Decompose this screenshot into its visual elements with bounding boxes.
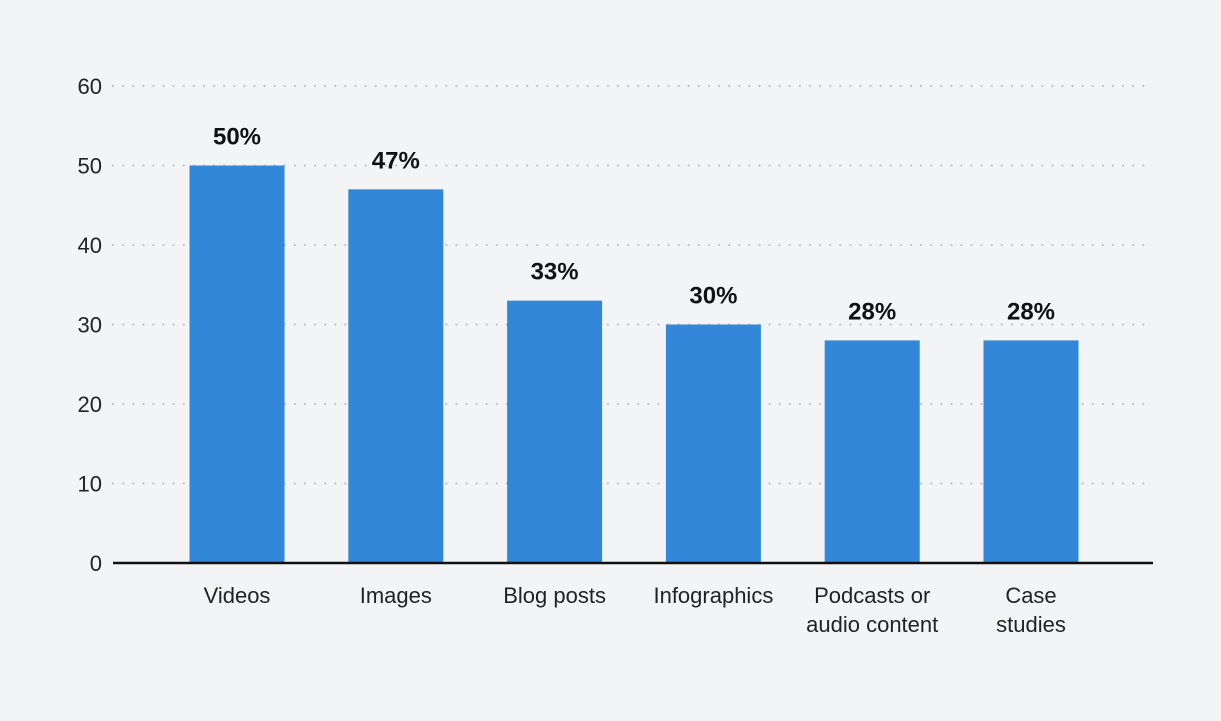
bar (348, 189, 444, 563)
bar (507, 300, 603, 563)
x-category-label: Videos (204, 583, 271, 608)
x-category-label: Case (1005, 583, 1056, 608)
y-tick-label: 50 (78, 154, 102, 179)
y-tick-label: 60 (78, 74, 102, 99)
data-label: 33% (531, 259, 579, 286)
x-category-label: audio content (806, 612, 938, 637)
y-tick-label: 40 (78, 233, 102, 258)
y-tick-label: 10 (78, 472, 102, 497)
data-label: 50% (213, 124, 261, 151)
y-axis-tick-labels: 0 10 20 30 40 50 60 (78, 74, 102, 576)
x-category-label: Podcasts or (814, 583, 930, 608)
data-labels: 50% 47% 33% 30% 28% 28% (213, 124, 1055, 326)
bars (189, 165, 1079, 563)
y-tick-label: 20 (78, 392, 102, 417)
bar (665, 324, 761, 563)
bar (824, 340, 920, 563)
y-tick-label: 0 (90, 551, 102, 576)
data-label: 47% (372, 147, 420, 174)
data-label: 28% (1007, 298, 1055, 325)
bar (189, 165, 285, 563)
data-label: 30% (689, 283, 737, 310)
y-tick-label: 30 (78, 313, 102, 338)
x-category-label: Images (360, 583, 432, 608)
x-category-label: Blog posts (503, 583, 606, 608)
bar (983, 340, 1079, 563)
data-label: 28% (848, 298, 896, 325)
x-category-label: Infographics (653, 583, 773, 608)
x-category-label: studies (996, 612, 1066, 637)
x-axis-category-labels: Videos Images Blog posts Infographics Podcas… (204, 583, 1066, 637)
